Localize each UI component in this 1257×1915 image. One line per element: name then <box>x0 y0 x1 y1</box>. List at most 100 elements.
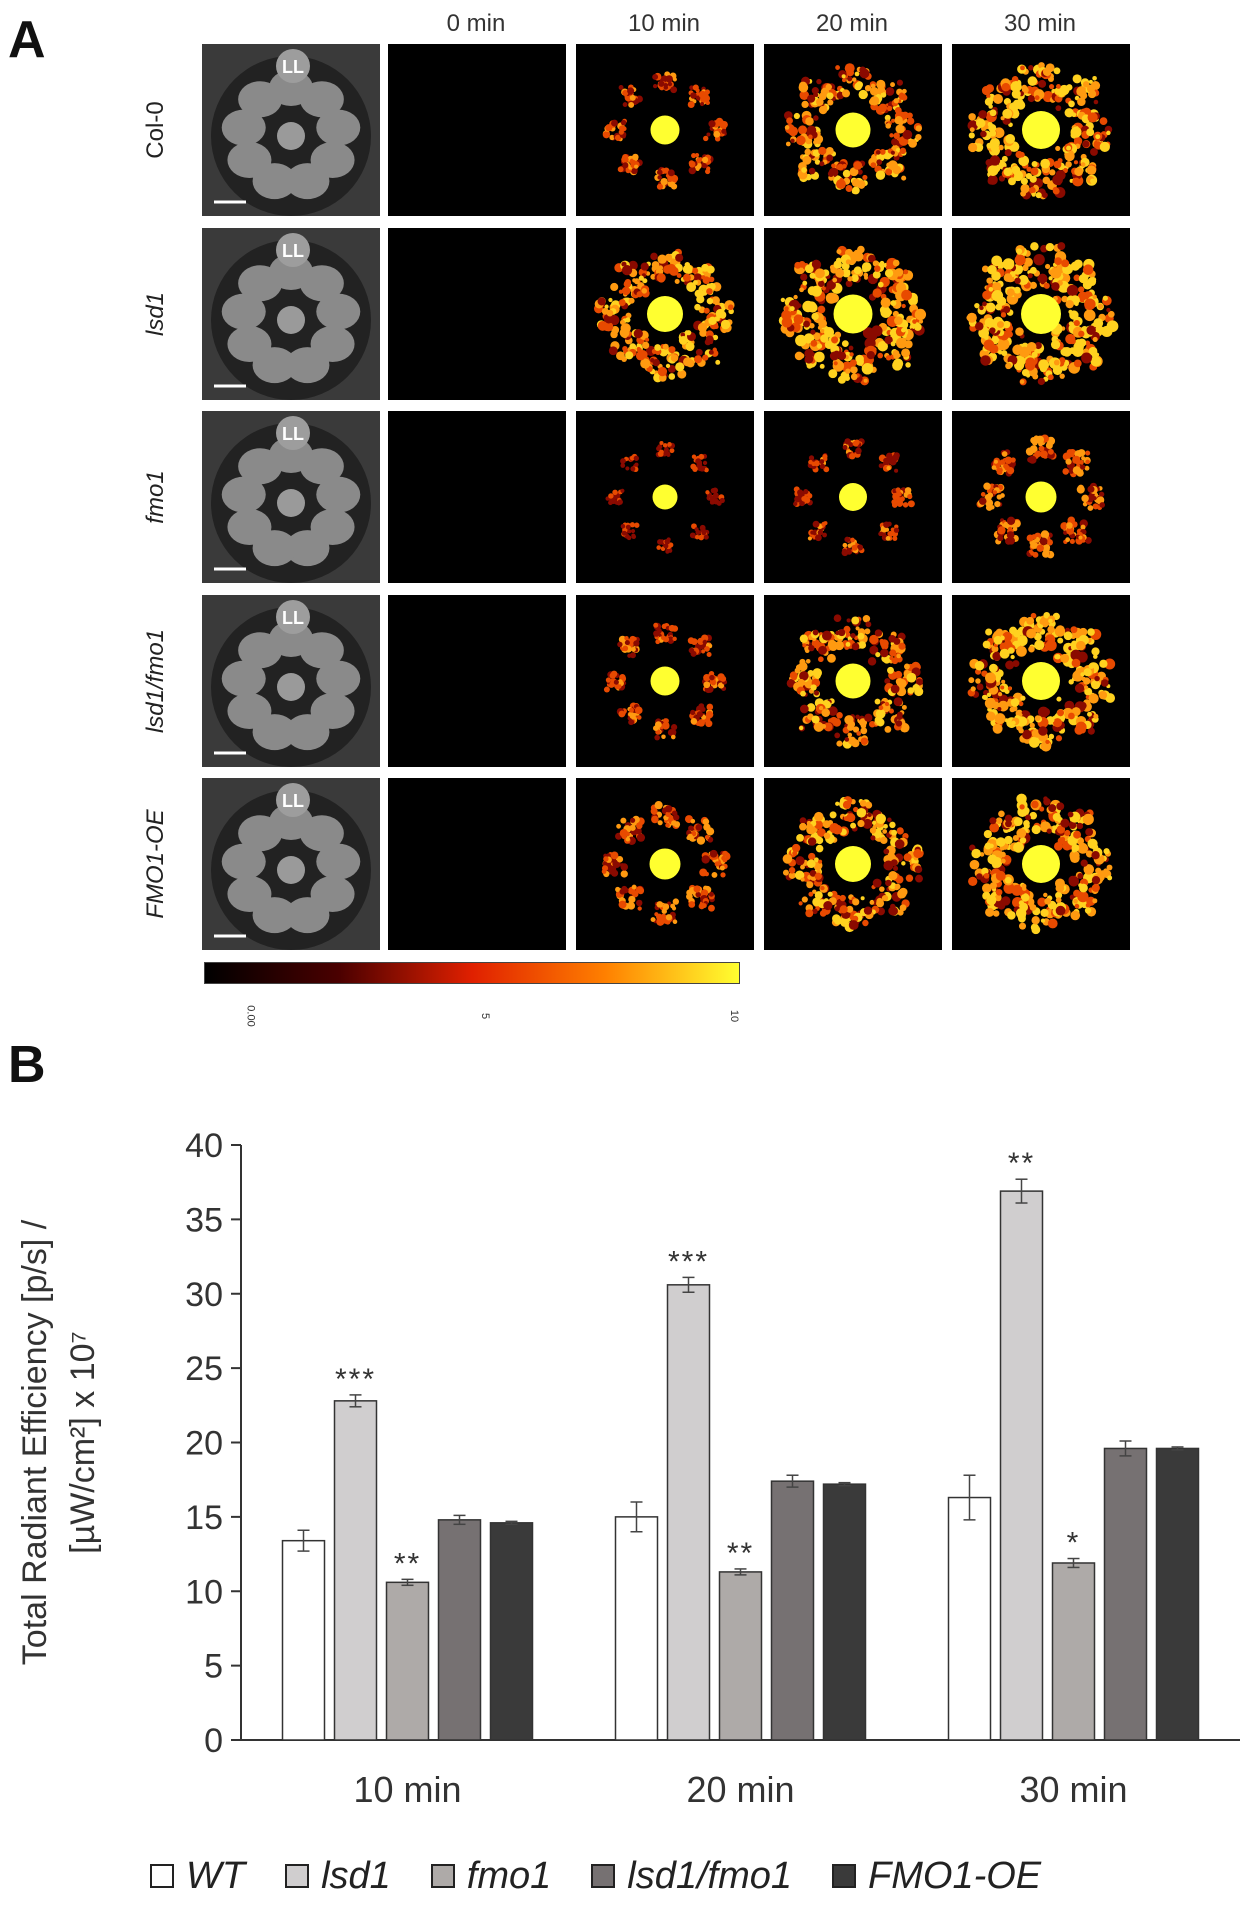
signal-spot <box>893 637 901 645</box>
signal-spot <box>1099 141 1110 152</box>
signal-spot <box>1087 628 1095 636</box>
signal-spot <box>659 440 664 446</box>
signal-spot <box>1042 544 1051 552</box>
signal-spot <box>849 359 857 367</box>
signal-spot <box>804 148 812 156</box>
signal-spot <box>810 684 817 691</box>
leaf-shape <box>227 326 272 362</box>
significance-mark: ** <box>727 1537 754 1570</box>
signal-spot <box>885 168 893 176</box>
leaf-shape <box>285 163 330 200</box>
signal-spot <box>889 133 894 138</box>
signal-spot <box>986 692 992 697</box>
colorbar-tick-label: 0.00 <box>244 1005 257 1027</box>
signal-spot <box>853 161 863 170</box>
signal-spot <box>1013 629 1021 638</box>
signal-spot <box>833 361 838 366</box>
signal-spot <box>698 534 705 541</box>
signal-spot <box>870 162 877 168</box>
signal-spot <box>701 855 710 864</box>
rosette-center-signal <box>839 483 867 511</box>
signal-spot <box>610 670 618 678</box>
signal-spot <box>907 493 913 500</box>
signal-spot <box>1018 922 1027 930</box>
signal-spot <box>631 647 636 652</box>
bar <box>489 1522 534 1741</box>
signal-spot <box>693 280 698 285</box>
signal-spot <box>859 66 867 74</box>
signal-spot <box>869 645 879 655</box>
signal-spot <box>846 547 851 552</box>
signal-spot <box>998 144 1004 151</box>
signal-spot <box>884 678 891 685</box>
signal-spot <box>1073 274 1081 282</box>
signal-spot <box>893 98 899 104</box>
leaf-shape <box>285 714 330 751</box>
y-tick-label: 15 <box>185 1499 223 1537</box>
signal-spot <box>983 829 992 839</box>
signal-spot <box>1001 82 1011 92</box>
signal-spot <box>811 461 816 467</box>
signal-spot <box>686 330 692 336</box>
signal-spot <box>610 498 617 505</box>
signal-spot <box>704 467 709 473</box>
signal-spot <box>1026 616 1035 625</box>
signal-spot <box>894 883 901 890</box>
signal-spot <box>1012 344 1023 356</box>
signal-spot <box>895 282 907 293</box>
signal-spot <box>853 266 862 275</box>
signal-spot <box>667 728 676 737</box>
signal-spot <box>654 734 660 741</box>
signal-spot <box>658 80 665 87</box>
signal-spot <box>1070 261 1081 271</box>
leaf-shape <box>316 109 361 146</box>
signal-spot <box>1086 896 1096 906</box>
signal-spot <box>808 891 814 897</box>
signal-spot <box>867 657 877 666</box>
signal-spot <box>710 499 716 505</box>
signal-spot <box>713 492 719 499</box>
rosette-center-signal <box>835 846 871 882</box>
signal-spot <box>803 320 810 328</box>
signal-spot <box>800 273 808 281</box>
signal-spot <box>710 488 716 494</box>
signal-spot <box>1004 688 1010 694</box>
signal-spot <box>1028 737 1040 748</box>
signal-spot <box>674 278 680 284</box>
signal-spot <box>969 859 980 870</box>
signal-spot <box>1005 362 1012 370</box>
signal-spot <box>1099 117 1108 126</box>
signal-spot <box>1042 622 1048 628</box>
signal-spot <box>1057 709 1065 717</box>
signal-spot <box>807 837 817 846</box>
signal-spot <box>1084 687 1093 696</box>
signal-spot <box>1072 466 1081 475</box>
signal-spot <box>1062 468 1069 475</box>
leaf-shape <box>316 476 361 513</box>
signal-spot <box>1068 467 1075 474</box>
signal-spot <box>804 348 814 359</box>
signal-spot <box>1099 502 1106 508</box>
signal-spot <box>1103 848 1110 855</box>
signal-spot <box>857 245 865 254</box>
signal-spot <box>1046 539 1054 546</box>
signal-spot <box>826 154 834 162</box>
signal-spot <box>661 722 670 730</box>
signal-spot <box>630 167 638 175</box>
signal-spot <box>864 84 872 92</box>
legend-label: lsd1/fmo1 <box>627 1854 793 1897</box>
signal-spot <box>629 707 634 713</box>
signal-spot <box>902 129 913 140</box>
signal-spot <box>1025 814 1032 821</box>
signal-spot <box>696 295 705 304</box>
signal-spot <box>641 341 650 349</box>
signal-spot <box>1010 698 1020 707</box>
signal-spot <box>714 861 720 867</box>
signal-spot <box>998 810 1005 818</box>
luminescence-tile <box>952 411 1130 583</box>
signal-spot <box>819 459 825 465</box>
plant-photo-tile: LL <box>202 595 380 767</box>
signal-spot <box>1102 295 1108 301</box>
signal-spot <box>811 715 820 724</box>
signal-spot <box>823 466 830 473</box>
